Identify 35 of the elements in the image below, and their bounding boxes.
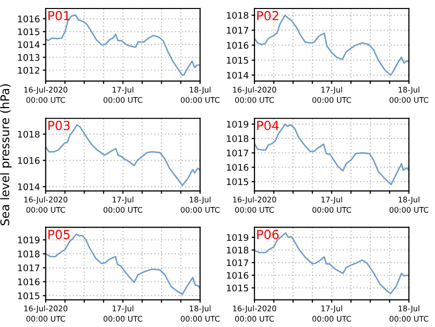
y-tick-label: 1019 (226, 120, 248, 128)
chart-title: P03 (48, 120, 70, 130)
y-tick-label: 1014 (18, 183, 40, 190)
y-tick-label: 1016 (18, 16, 40, 22)
y-tick-label: 1018 (226, 246, 248, 254)
y-axis-title: Sea level pressure (hPa) (0, 84, 12, 226)
y-tick-label: 1018 (226, 12, 248, 19)
y-tick-label: 1015 (226, 56, 248, 64)
y-tick-label: 1017 (18, 264, 40, 272)
y-tick-label: 1012 (18, 66, 40, 74)
y-tick-label: 1016 (18, 278, 40, 286)
y-tick-label: 1014 (18, 41, 40, 48)
y-tick-label: 1016 (226, 42, 248, 49)
y-tick-label: 1015 (226, 284, 248, 292)
y-tick-label: 1019 (226, 234, 248, 241)
y-tick-label: 1015 (18, 28, 40, 36)
y-tick-label: 1017 (226, 150, 248, 156)
y-tick-label: 1018 (18, 250, 40, 258)
chart-title: P05 (48, 230, 70, 240)
chart-title: P01 (48, 10, 70, 20)
y-tick-label: 1015 (226, 178, 248, 186)
y-tick-label: 1018 (226, 135, 248, 142)
y-tick-label: 1016 (226, 272, 248, 279)
y-tick-label: 1017 (226, 259, 248, 266)
y-tick-label: 1016 (18, 157, 40, 164)
y-tick-label: 1015 (18, 292, 40, 300)
y-tick-label: 1019 (18, 236, 40, 244)
chart-title: P06 (257, 230, 279, 240)
y-tick-label: 1014 (226, 72, 248, 79)
y-tick-label: 1013 (18, 54, 40, 61)
y-tick-label: 1016 (226, 164, 248, 171)
chart-title: P04 (257, 120, 279, 130)
y-tick-label: 1017 (226, 26, 248, 34)
chart-title: P02 (257, 10, 278, 20)
y-tick-label: 1018 (18, 130, 40, 138)
